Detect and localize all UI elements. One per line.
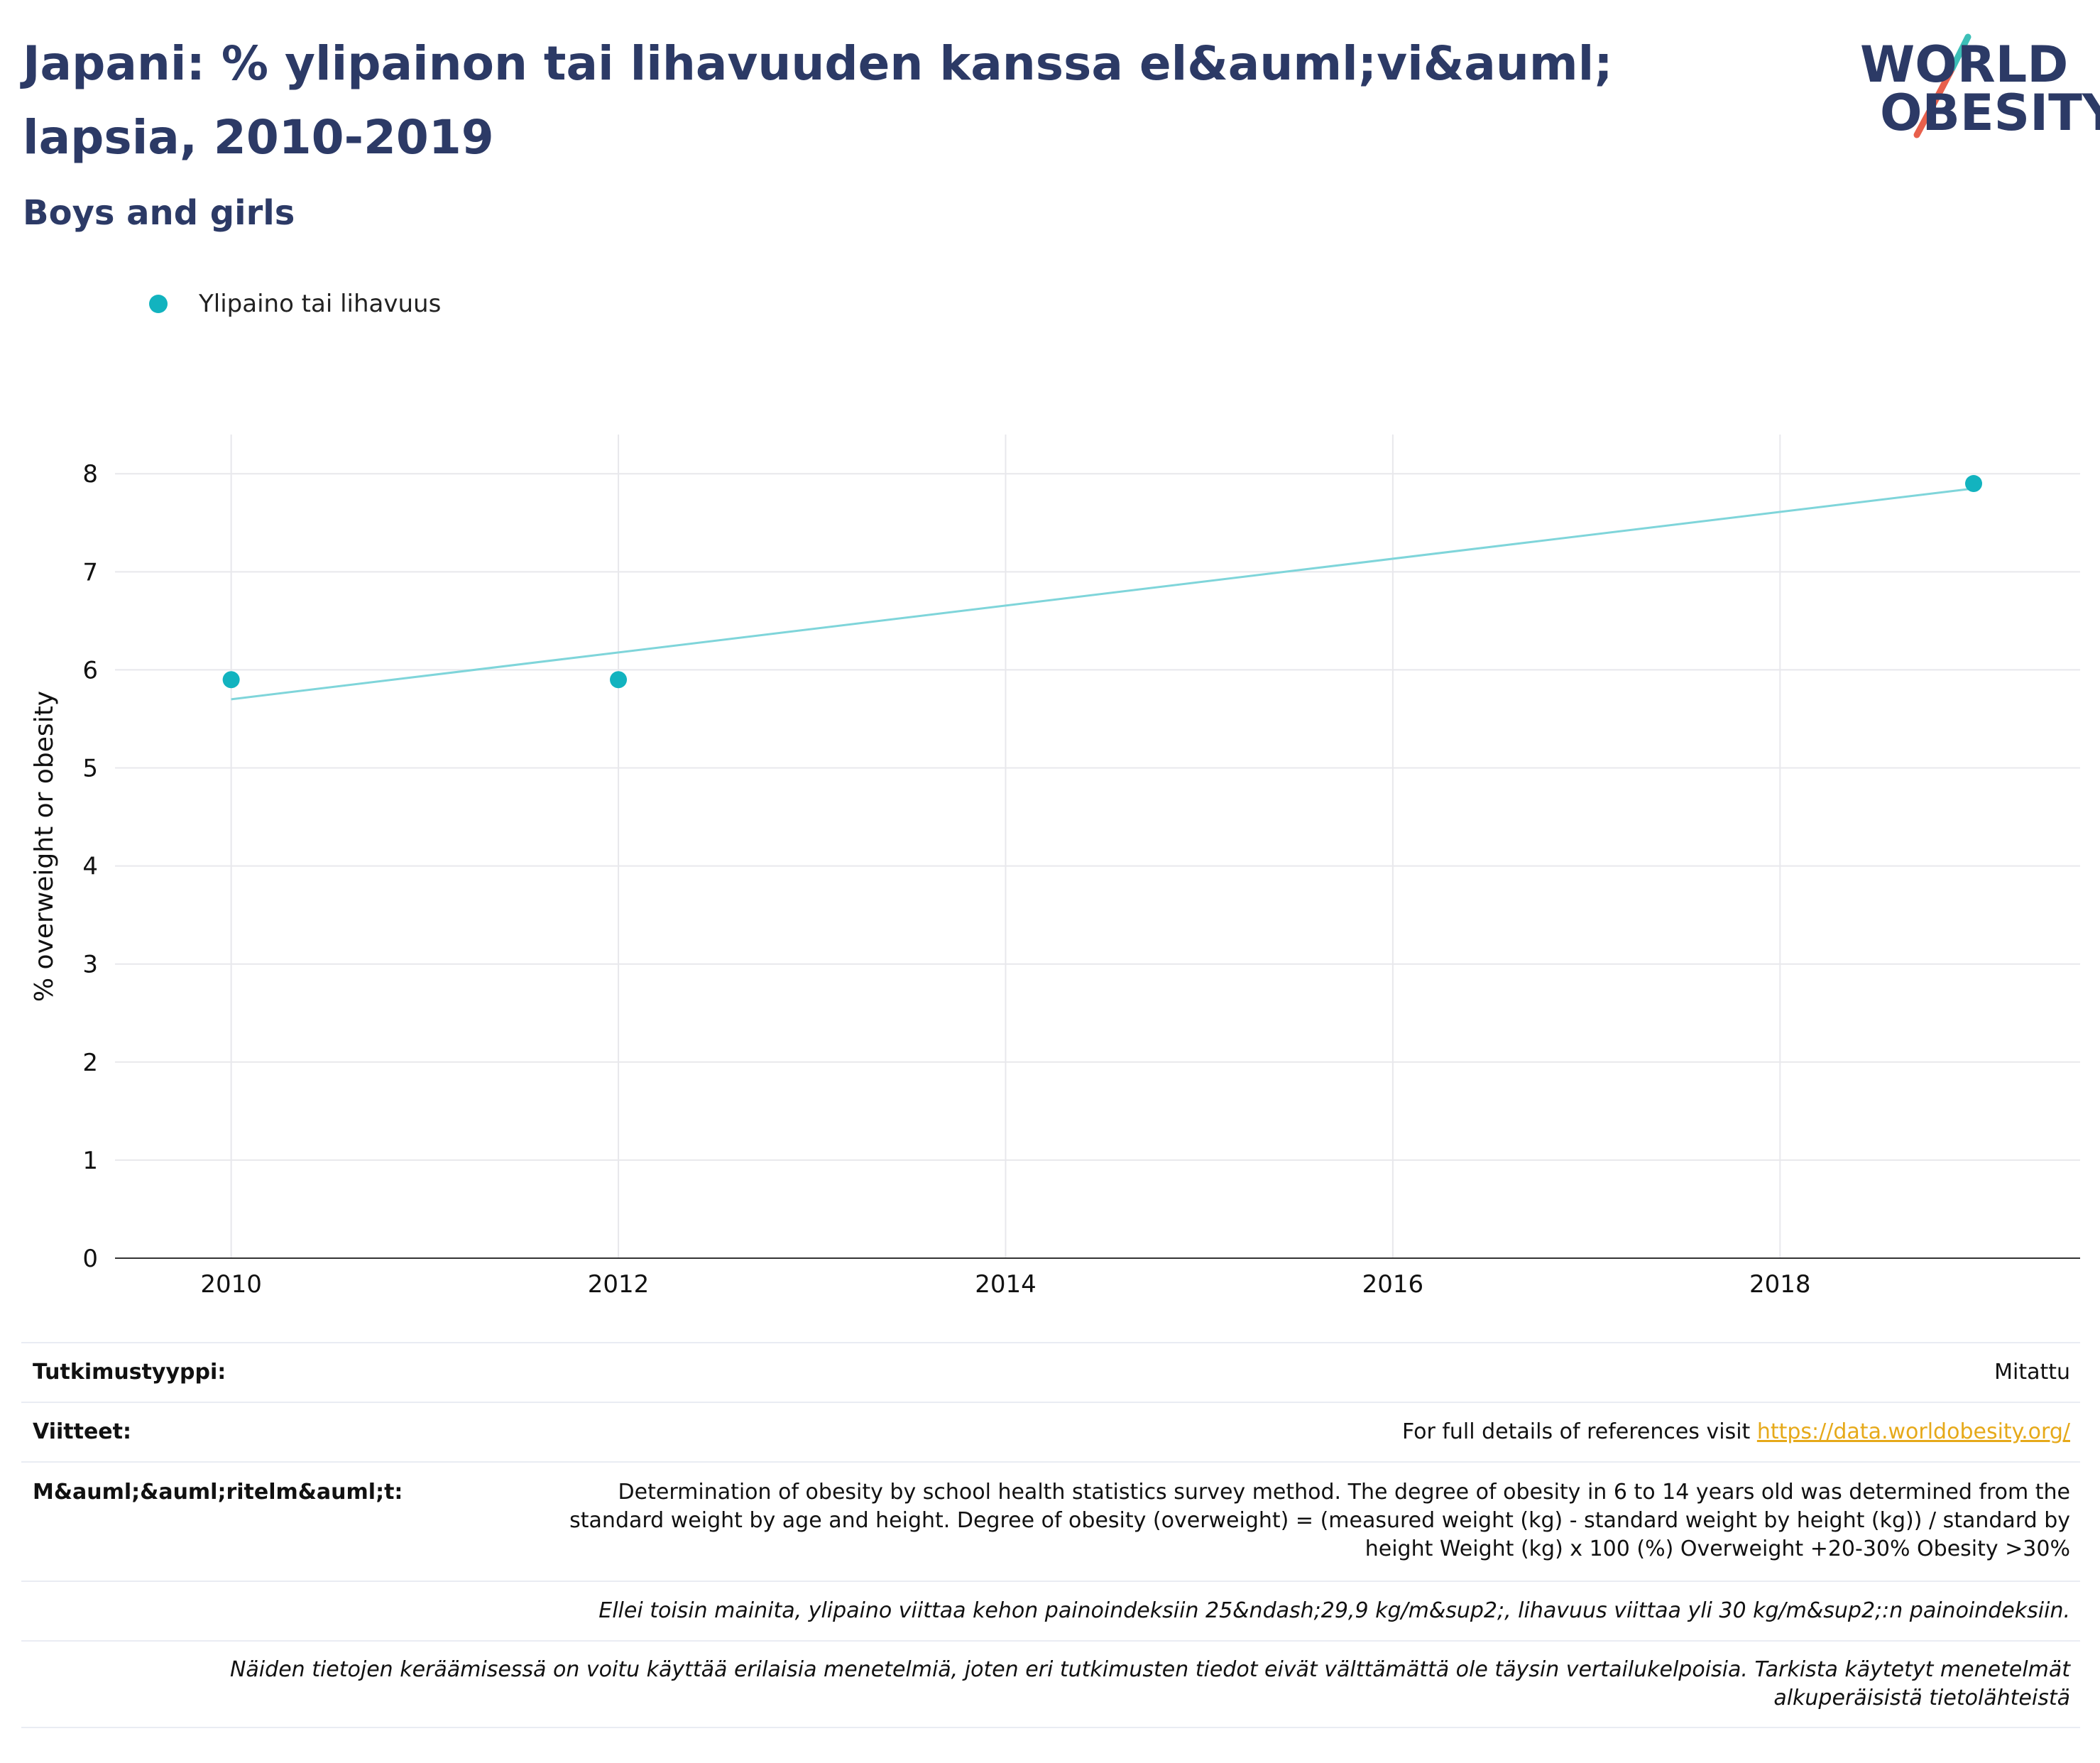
chart-title: Japani: % ylipainon tai lihavuuden kanss…: [23, 36, 1613, 165]
trendline: [231, 487, 1974, 701]
y-tick-label: 5: [82, 755, 98, 783]
references-label: Viitteet:: [33, 1419, 131, 1444]
y-tick-label: 8: [82, 460, 98, 488]
definitions-label: M&auml;&auml;ritelm&auml;t:: [33, 1480, 403, 1505]
info-row-bmi-note: Ellei toisin mainita, ylipaino viittaa k…: [21, 1581, 2080, 1640]
x-tick-label: 2018: [1749, 1270, 1811, 1299]
references-link[interactable]: https://data.worldobesity.org/: [1756, 1419, 2070, 1444]
definitions-text: Determination of obesity by school healt…: [569, 1480, 2070, 1561]
x-tick-label: 2014: [975, 1270, 1037, 1299]
x-tick-label: 2012: [588, 1270, 650, 1299]
data-point: [222, 671, 240, 689]
y-tick-label: 6: [82, 656, 98, 684]
x-tick-label: 2010: [200, 1270, 262, 1299]
data-point: [610, 671, 628, 689]
info-row-study-type: Tutkimustyyppi: Mitattu: [21, 1342, 2080, 1402]
legend-label: Ylipaino tai lihavuus: [199, 290, 442, 318]
chart-subtitle: Boys and girls: [23, 193, 295, 233]
info-row-references: Viitteet: For full details of references…: [21, 1402, 2080, 1461]
y-axis-label: % overweight or obesity: [30, 691, 59, 1002]
world-obesity-logo[interactable]: WORLD OBESITY: [1846, 21, 2100, 156]
y-tick-label: 1: [82, 1147, 98, 1175]
chart-legend[interactable]: Ylipaino tai lihavuus: [149, 283, 441, 325]
info-row-definitions: M&auml;&auml;ritelm&auml;t: Determinatio…: [21, 1461, 2080, 1581]
y-tick-label: 2: [82, 1049, 98, 1077]
y-tick-label: 7: [82, 558, 98, 586]
legend-marker-icon: [149, 295, 168, 313]
info-table: Tutkimustyyppi: Mitattu Viitteet: For fu…: [21, 1342, 2080, 1728]
y-tick-label: 0: [82, 1245, 98, 1273]
methods-note: Näiden tietojen keräämisessä on voitu kä…: [229, 1657, 2070, 1710]
references-text: For full details of references visit: [1401, 1419, 1757, 1444]
y-tick-label: 3: [82, 951, 98, 979]
logo-text-obesity: OBESITY: [1880, 84, 2100, 142]
study-type-label: Tutkimustyyppi:: [33, 1360, 226, 1385]
logo-slash-icon: [1913, 33, 1972, 138]
y-tick-label: 4: [82, 853, 98, 881]
references-value: For full details of references visit htt…: [21, 1403, 2080, 1461]
bmi-note: Ellei toisin mainita, ylipaino viittaa k…: [598, 1598, 2070, 1623]
info-row-methods-note: Näiden tietojen keräämisessä on voitu kä…: [21, 1640, 2080, 1728]
scatter-chart: 0 1 2 3 4 5 6 7 8 2010 2012 2014 2016 2018 % overweigh…: [30, 435, 2080, 1299]
data-point: [1965, 475, 1983, 493]
study-type-value: Mitattu: [1994, 1360, 2070, 1385]
x-tick-label: 2016: [1362, 1270, 1424, 1299]
logo-text-world: WORLD: [1860, 36, 2069, 94]
